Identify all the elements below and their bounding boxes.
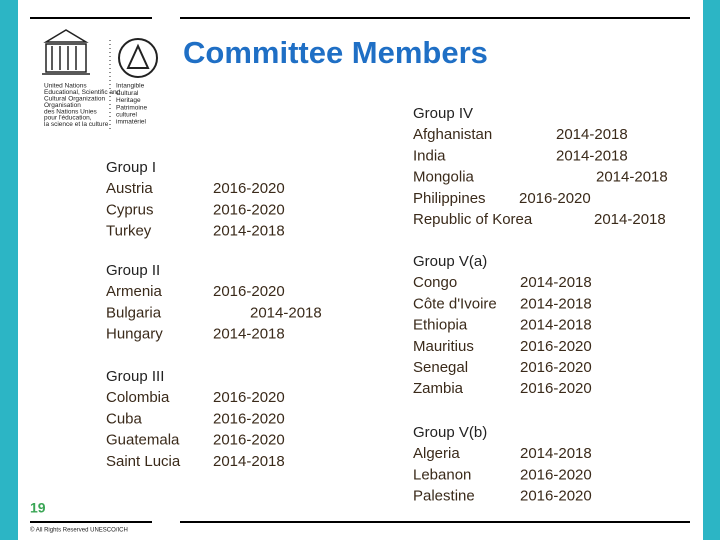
country-name: Côte d'Ivoire <box>413 295 497 312</box>
country-name: Ethiopia <box>413 317 468 334</box>
country-name: Afghanistan <box>413 126 492 143</box>
term: 2014-2018 <box>594 211 666 228</box>
group-heading: Group V(b) <box>413 424 487 441</box>
country-name: Congo <box>413 274 457 291</box>
term: 2016-2020 <box>213 389 285 406</box>
logo-text: pour l'éducation, <box>44 115 92 122</box>
ich-emblem <box>118 38 158 78</box>
logo-text: immatériel <box>116 119 147 126</box>
term: 2014-2018 <box>556 126 628 143</box>
country-name: Zambia <box>413 380 464 397</box>
term: 2016-2020 <box>213 432 285 449</box>
term: 2016-2020 <box>519 190 591 207</box>
term: 2014-2018 <box>213 326 285 343</box>
term: 2014-2018 <box>213 223 285 240</box>
copyright: © All Rights Reserved UNESCO/ICH <box>30 527 128 534</box>
group-heading: Group IV <box>413 105 473 122</box>
country-name: Cuba <box>106 410 143 427</box>
slide-title: Committee Members <box>183 35 488 70</box>
term: 2014-2018 <box>213 453 285 470</box>
term: 2014-2018 <box>250 304 322 321</box>
country-name: Hungary <box>106 326 163 343</box>
term: 2016-2020 <box>213 180 285 197</box>
term: 2014-2018 <box>520 317 592 334</box>
term: 2016-2020 <box>520 488 592 505</box>
country-name: Lebanon <box>413 466 471 483</box>
logo-text: la science et la culture <box>44 121 109 128</box>
group-heading: Group V(a) <box>413 253 487 270</box>
logo-text: Patrimoine <box>116 104 147 111</box>
logo-text: United Nations <box>44 83 87 90</box>
country-name: India <box>413 147 446 164</box>
logo-text: Heritage <box>116 97 141 104</box>
right-band <box>703 0 720 540</box>
term: 2014-2018 <box>520 274 592 291</box>
group-heading: Group I <box>106 159 156 176</box>
group-heading: Group III <box>106 368 164 385</box>
logo-text: Cultural Organization <box>44 96 105 103</box>
logo-text: Educational, Scientific and <box>44 89 121 96</box>
unesco-emblem <box>42 29 90 75</box>
country-name: Cyprus <box>106 201 154 218</box>
term: 2016-2020 <box>213 201 285 218</box>
term: 2016-2020 <box>520 359 592 376</box>
country-name: Turkey <box>106 223 152 240</box>
logo-text: Cultural <box>116 90 139 97</box>
term: 2014-2018 <box>596 169 668 186</box>
term: 2016-2020 <box>520 338 592 355</box>
group-heading: Group II <box>106 262 160 279</box>
term: 2016-2020 <box>213 410 285 427</box>
country-name: Guatemala <box>106 432 180 449</box>
country-name: Philippines <box>413 190 486 207</box>
country-name: Colombia <box>106 389 170 406</box>
country-name: Saint Lucia <box>106 453 181 470</box>
country-name: Armenia <box>106 283 163 300</box>
country-name: Austria <box>106 180 153 197</box>
logo-text: Intangible <box>116 83 145 90</box>
logo-text: culturel <box>116 112 138 119</box>
term: 2014-2018 <box>556 147 628 164</box>
page-number: 19 <box>30 500 46 516</box>
country-name: Algeria <box>413 445 460 462</box>
country-name: Republic of Korea <box>413 211 533 228</box>
logo-text: des Nations Unies <box>44 108 97 115</box>
term: 2014-2018 <box>520 445 592 462</box>
country-name: Senegal <box>413 359 468 376</box>
term: 2016-2020 <box>520 466 592 483</box>
country-name: Bulgaria <box>106 304 162 321</box>
term: 2014-2018 <box>520 295 592 312</box>
country-name: Palestine <box>413 488 475 505</box>
country-name: Mongolia <box>413 169 475 186</box>
term: 2016-2020 <box>213 283 285 300</box>
logo-text: Organisation <box>44 102 81 109</box>
term: 2016-2020 <box>520 380 592 397</box>
left-band <box>0 0 18 540</box>
country-name: Mauritius <box>413 338 474 355</box>
